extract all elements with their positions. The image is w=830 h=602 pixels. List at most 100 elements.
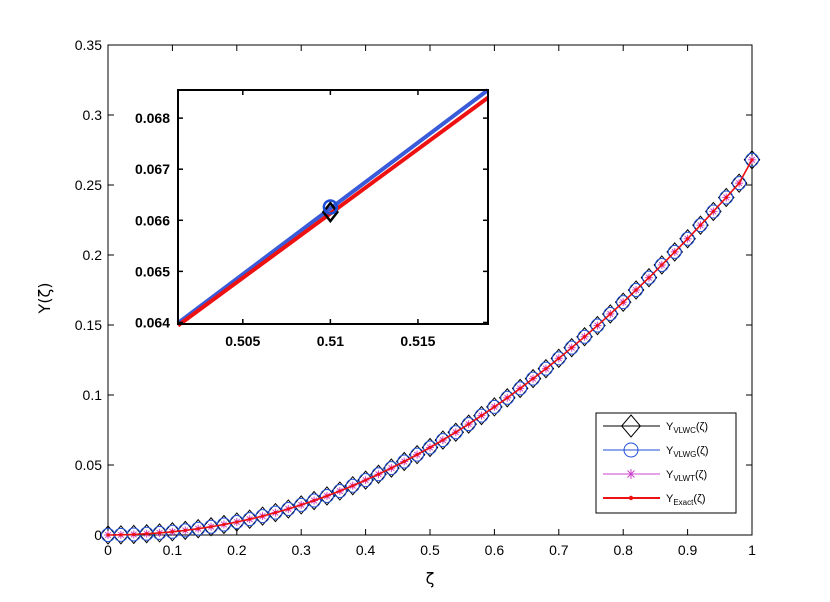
circle-marker: [268, 505, 283, 520]
dot-marker: [106, 533, 110, 537]
dot-marker: [364, 478, 368, 482]
circle-marker: [474, 408, 489, 423]
x-tick-label: 0.7: [549, 542, 569, 558]
circle-marker: [319, 488, 334, 503]
legend-label: YVLWG(ζ): [666, 445, 709, 459]
circle-marker: [255, 509, 270, 524]
circle-marker: [706, 204, 721, 219]
diamond-marker: [318, 486, 336, 506]
circle-marker: [487, 399, 502, 414]
inset-y-tick-label: 0.067: [135, 161, 170, 177]
legend-label: YExact(ζ): [666, 493, 706, 507]
y-tick-label: 0.3: [83, 107, 103, 123]
dot-marker: [686, 237, 690, 241]
dot-marker: [595, 323, 600, 328]
dot-marker: [750, 158, 754, 162]
diamond-marker: [614, 292, 632, 312]
legend-label: YVLWC(ζ): [666, 421, 708, 435]
dot-marker: [196, 527, 200, 531]
circle-marker: [461, 417, 476, 432]
dot-marker: [119, 533, 123, 537]
inset-ticks: 0.505 0.51 0.515 0.064 0.065 0.066 0.067 0.068: [135, 90, 488, 349]
legend-item-vlwg: YVLWG(ζ): [603, 442, 709, 459]
dot-marker: [132, 532, 136, 537]
dot-marker: [402, 459, 406, 464]
legend: YVLWC(ζ) YVLWG(ζ) YVLWT(ζ) YExact(ζ): [595, 412, 737, 514]
diamond-marker: [125, 524, 143, 545]
diamond-marker: [589, 315, 606, 336]
circle-marker: [307, 493, 322, 508]
y-axis-label: Y(ζ): [35, 283, 54, 315]
circle-marker: [732, 176, 747, 191]
inset-frame: [177, 89, 489, 325]
legend-item-vlwc: YVLWC(ζ): [603, 414, 708, 438]
dot-marker: [183, 528, 187, 532]
dot-marker: [711, 209, 715, 214]
circle-marker: [641, 270, 656, 285]
y-tick-label: 0: [94, 527, 102, 543]
circle-marker: [371, 467, 386, 482]
dot-marker: [441, 438, 445, 442]
circle-marker: [551, 351, 566, 366]
diamond-marker: [743, 150, 761, 170]
y-tick-label: 0.25: [75, 177, 102, 193]
inset-diamond-marker: [321, 201, 339, 224]
dot-marker: [582, 335, 587, 339]
diamond-marker: [627, 280, 645, 300]
circle-marker: [693, 218, 708, 233]
circle-marker: [435, 433, 450, 448]
circle-marker: [629, 283, 644, 297]
diamond-marker: [112, 525, 130, 545]
circle-marker: [667, 244, 682, 259]
x-tick-label: 0.1: [163, 542, 183, 558]
diamond-marker: [550, 348, 568, 369]
diamond-marker: [280, 499, 297, 519]
diamond-marker: [537, 358, 555, 379]
circle-marker: [397, 454, 412, 469]
circle-marker: [358, 473, 373, 488]
dot-marker: [415, 453, 419, 457]
dot-marker: [389, 466, 393, 470]
diamond-marker: [138, 523, 155, 544]
x-tick-label: 0.8: [613, 542, 633, 558]
dot-marker: [312, 498, 316, 503]
y-tick-label: 0.1: [83, 387, 103, 403]
inset-y-tick-label: 0.065: [135, 263, 170, 279]
circle-marker: [654, 257, 669, 272]
diamond-marker: [717, 187, 735, 208]
dot-marker: [647, 276, 651, 280]
dot-marker: [492, 405, 496, 409]
legend-item-exact: YExact(ζ): [603, 493, 706, 507]
dot-marker: [428, 445, 432, 450]
diamond-marker: [99, 525, 117, 545]
diamond-marker: [331, 481, 349, 501]
circle-marker: [526, 371, 541, 386]
legend-item-vlwt: YVLWT(ζ): [603, 469, 707, 483]
diamond-marker: [563, 337, 580, 358]
dot-marker: [570, 346, 574, 350]
diamond-marker: [640, 267, 658, 288]
diamond-marker: [666, 242, 684, 262]
inset-y-tick-label: 0.064: [135, 314, 170, 330]
y-tick-label: 0.15: [75, 317, 102, 333]
diamond-marker: [305, 490, 323, 511]
diamond-marker: [202, 516, 220, 537]
diamond-marker: [189, 518, 207, 539]
circle-marker: [564, 340, 579, 355]
dot-marker: [634, 288, 638, 292]
diamond-marker: [292, 495, 310, 515]
dot-marker: [222, 522, 226, 527]
dot-marker: [724, 195, 728, 200]
inset-series: [176, 88, 490, 328]
dot-marker: [260, 514, 265, 518]
star-marker: [626, 469, 636, 479]
circle-marker: [500, 390, 515, 405]
inset-y-tick-label: 0.066: [135, 212, 170, 228]
circle-marker: [513, 381, 528, 396]
dot-marker: [157, 531, 162, 535]
diamond-marker: [679, 228, 696, 249]
circle-marker: [384, 461, 399, 476]
x-tick-label: 0.2: [227, 542, 247, 558]
series-exact: [106, 158, 754, 537]
x-tick-label: 0.5: [420, 542, 440, 558]
